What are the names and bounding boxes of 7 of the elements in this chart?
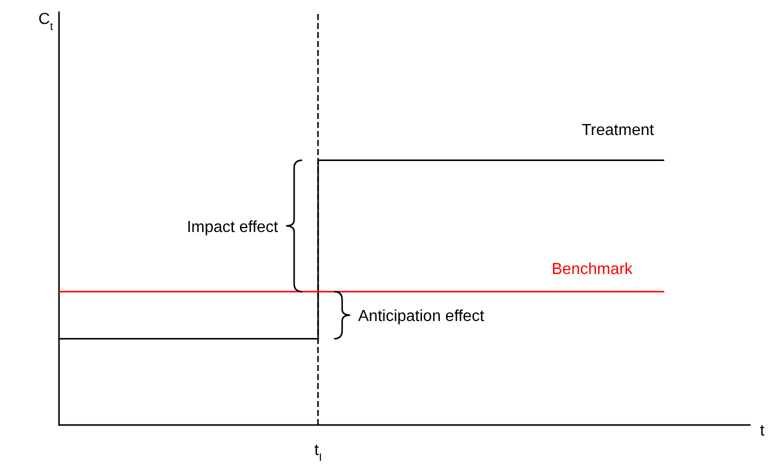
series-label: Treatment <box>582 122 654 139</box>
annotation: Anticipation effect <box>358 308 485 326</box>
annotation: Impact effect <box>186 218 279 236</box>
text: C$_{t}$ <box>38 11 53 33</box>
x-axis-title: t <box>760 422 765 440</box>
text: t$_{I}$ <box>314 442 322 464</box>
series-label: Benchmark <box>552 261 634 278</box>
